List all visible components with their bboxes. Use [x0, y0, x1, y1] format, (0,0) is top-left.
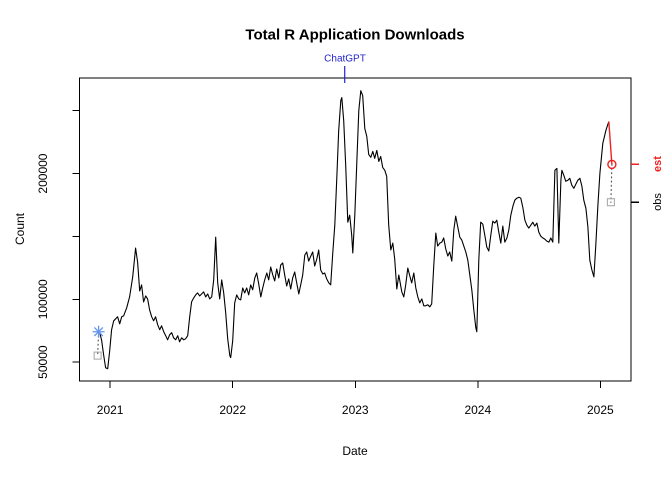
- observed-axis-label: obs: [652, 193, 664, 212]
- main-series-line: [99, 90, 610, 370]
- end-circle-marker: [607, 159, 617, 170]
- chart-title: Total R Application Downloads: [245, 26, 465, 44]
- y-axis-tick-label: 100000: [36, 279, 50, 319]
- y-axis-tick-label: 200000: [36, 153, 50, 193]
- start-star-icon: [94, 327, 104, 337]
- chatgpt-annotation-label: ChatGPT: [324, 53, 366, 65]
- start-square-marker: [93, 351, 102, 360]
- x-axis-title: Date: [342, 444, 368, 458]
- end-square-marker: [606, 198, 615, 207]
- x-axis-tick-label: 2023: [342, 403, 369, 417]
- y-axis-tick-label: 50000: [36, 345, 50, 379]
- x-axis-tick-label: 2021: [97, 403, 124, 417]
- end-connector-line: [610, 163, 613, 203]
- x-axis-tick-label: 2025: [587, 403, 614, 417]
- estimate-axis-label: est: [652, 156, 664, 173]
- plot-border: [79, 77, 632, 382]
- y-axis-title: Count: [13, 212, 27, 246]
- forecast-segment-line: [608, 121, 613, 165]
- x-axis-tick-label: 2022: [219, 403, 246, 417]
- x-axis-tick-label: 2024: [464, 403, 491, 417]
